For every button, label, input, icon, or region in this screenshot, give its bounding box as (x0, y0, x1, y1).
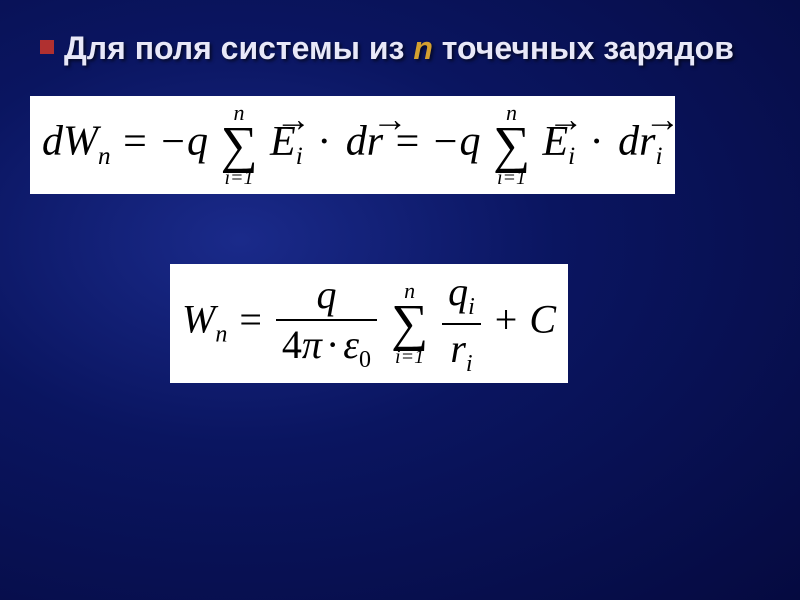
slide-container: Для поля системы из n точечных зарядов d… (0, 0, 800, 600)
f2-plus: + (495, 297, 518, 342)
f2-frac1: q 4π·ε0 (276, 273, 377, 373)
f2-frac2: qi ri (442, 270, 481, 377)
f2-qi: q (448, 269, 468, 314)
f1-sum2: n ∑ i=1 (493, 102, 530, 188)
arrow-icon: → (372, 98, 408, 140)
heading-part2: точечных зарядов (433, 30, 734, 66)
f1-dW: dW (42, 119, 98, 165)
f2-C: C (529, 297, 556, 342)
f2-sum: n ∑ i=1 (391, 280, 428, 366)
f1-ri: →r (639, 118, 655, 166)
f2-n-sub: n (215, 322, 227, 348)
f2-sum-bot: i=1 (391, 347, 428, 367)
f1-ri-sub: i (656, 143, 663, 170)
f2-pi: π (302, 322, 322, 367)
f1-sum1: n ∑ i=1 (220, 102, 257, 188)
f1-n-sub: n (98, 143, 111, 170)
f2-eps: ε (343, 322, 359, 367)
f2-qi-sub: i (468, 294, 475, 320)
f1-i1: i (296, 143, 303, 170)
formula-2: Wn = q 4π·ε0 n ∑ i=1 qi ri + C (170, 264, 568, 383)
f1-minus2: − (434, 119, 458, 165)
heading-n: n (413, 30, 433, 66)
f1-r1: →r (367, 118, 383, 166)
f1-sum2-bot: i=1 (493, 168, 530, 188)
formula-1: dWn = −q n ∑ i=1 →Ei · d→r = −q n ∑ i=1 … (30, 96, 675, 194)
f2-W: W (182, 297, 215, 342)
f1-q2: q (459, 119, 480, 165)
f1-sum1-bot: i=1 (220, 168, 257, 188)
f1-minus1: − (161, 119, 185, 165)
f2-ri: r (450, 326, 466, 371)
f2-eq: = (239, 297, 262, 342)
f1-Ei1: →E (270, 118, 296, 166)
f2-ri-sub: i (466, 351, 473, 377)
heading-row: Для поля системы из n точечных зарядов (40, 28, 760, 68)
heading-part1: Для поля системы из (64, 30, 413, 66)
f2-sum-sigma: ∑ (391, 302, 428, 346)
arrow-icon: → (275, 98, 311, 140)
f2-q: q (316, 272, 336, 317)
f1-d2: d (618, 119, 639, 165)
arrow-icon: → (645, 98, 681, 140)
f1-q1: q (187, 119, 208, 165)
f1-Ei2: →E (543, 118, 569, 166)
f1-i2: i (568, 143, 575, 170)
arrow-icon: → (548, 98, 584, 140)
f1-eq1: = (123, 119, 147, 165)
f1-dot1: · (317, 119, 331, 165)
bullet-icon (40, 40, 54, 54)
f1-sum2-sigma: ∑ (493, 124, 530, 168)
f2-zero: 0 (359, 347, 371, 373)
heading-text: Для поля системы из n точечных зарядов (64, 28, 734, 68)
f2-dot: · (326, 322, 339, 367)
f1-sum1-sigma: ∑ (220, 124, 257, 168)
f1-dot2: · (590, 119, 604, 165)
f1-d1: d (346, 119, 367, 165)
f2-four: 4 (282, 322, 302, 367)
